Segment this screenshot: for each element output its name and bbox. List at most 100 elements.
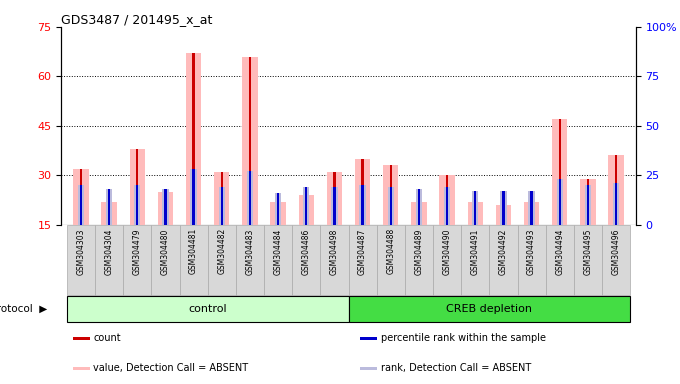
Bar [580,179,596,225]
FancyBboxPatch shape [152,225,180,295]
Bar [444,187,450,225]
Bar [559,119,561,225]
Text: GSM304480: GSM304480 [161,228,170,275]
Text: CREB depletion: CREB depletion [446,304,532,314]
Text: GSM304489: GSM304489 [414,228,424,275]
FancyBboxPatch shape [602,225,630,295]
Bar [275,193,282,225]
FancyBboxPatch shape [545,225,574,295]
Text: GSM304494: GSM304494 [556,228,564,275]
FancyBboxPatch shape [292,225,320,295]
Bar [247,171,253,225]
FancyBboxPatch shape [461,225,490,295]
Bar [585,185,591,225]
Bar [129,149,145,225]
Bar [552,119,568,225]
Bar [528,191,534,225]
Bar [559,179,561,225]
Bar [615,183,617,225]
FancyBboxPatch shape [67,296,348,322]
Text: GSM304481: GSM304481 [189,228,198,275]
Bar [134,185,140,225]
Bar [80,185,82,225]
Text: protocol  ▶: protocol ▶ [0,304,48,314]
Bar [101,202,117,225]
Bar [249,56,251,225]
FancyBboxPatch shape [123,225,152,295]
Bar [333,172,335,225]
Bar [587,179,589,225]
Bar [503,191,505,225]
FancyBboxPatch shape [264,225,292,295]
Text: GSM304479: GSM304479 [133,228,141,275]
Text: GSM304498: GSM304498 [330,228,339,275]
FancyBboxPatch shape [377,225,405,295]
Bar [73,169,88,225]
FancyBboxPatch shape [67,225,95,295]
Bar [530,202,532,225]
Text: GSM304487: GSM304487 [358,228,367,275]
Bar [108,189,110,225]
Bar [271,202,286,225]
Bar [613,183,619,225]
Bar [73,367,90,370]
Bar [439,175,455,225]
Text: GSM304482: GSM304482 [217,228,226,275]
Bar [220,187,223,225]
Bar [214,172,229,225]
Text: GSM304492: GSM304492 [499,228,508,275]
Text: GSM304491: GSM304491 [471,228,480,275]
Text: count: count [93,333,121,343]
FancyBboxPatch shape [490,225,517,295]
Bar [219,187,225,225]
Text: GSM304304: GSM304304 [105,228,114,275]
Bar [192,169,194,225]
Bar [277,193,279,225]
FancyBboxPatch shape [348,296,630,322]
Bar [468,202,483,225]
Bar [418,189,420,225]
Bar [390,187,392,225]
Bar [587,185,589,225]
Bar [474,202,477,225]
Text: GDS3487 / 201495_x_at: GDS3487 / 201495_x_at [61,13,213,26]
Bar [303,187,309,225]
Bar [192,53,194,225]
Bar [158,192,173,225]
Bar [362,185,364,225]
Bar [331,187,337,225]
Bar [503,205,505,225]
Bar [242,56,258,225]
Bar [249,171,251,225]
Bar [446,187,448,225]
Bar [360,367,377,370]
Bar [415,189,422,225]
Text: GSM304484: GSM304484 [273,228,283,275]
FancyBboxPatch shape [95,225,123,295]
Bar [411,202,426,225]
Bar [78,185,84,225]
Bar [80,169,82,225]
FancyBboxPatch shape [180,225,207,295]
FancyBboxPatch shape [236,225,264,295]
Bar [362,159,364,225]
Bar [190,169,197,225]
FancyBboxPatch shape [348,225,377,295]
Text: value, Detection Call = ABSENT: value, Detection Call = ABSENT [93,363,248,373]
Text: GSM304486: GSM304486 [302,228,311,275]
FancyBboxPatch shape [207,225,236,295]
Bar [496,205,511,225]
Bar [524,202,539,225]
Bar [106,189,112,225]
Bar [615,156,617,225]
Bar [418,202,420,225]
Bar [355,159,371,225]
Bar [388,187,394,225]
Bar [73,337,90,340]
Text: GSM304483: GSM304483 [245,228,254,275]
Bar [186,53,201,225]
Bar [557,179,563,225]
Bar [390,166,392,225]
Bar [472,191,478,225]
Bar [333,187,335,225]
